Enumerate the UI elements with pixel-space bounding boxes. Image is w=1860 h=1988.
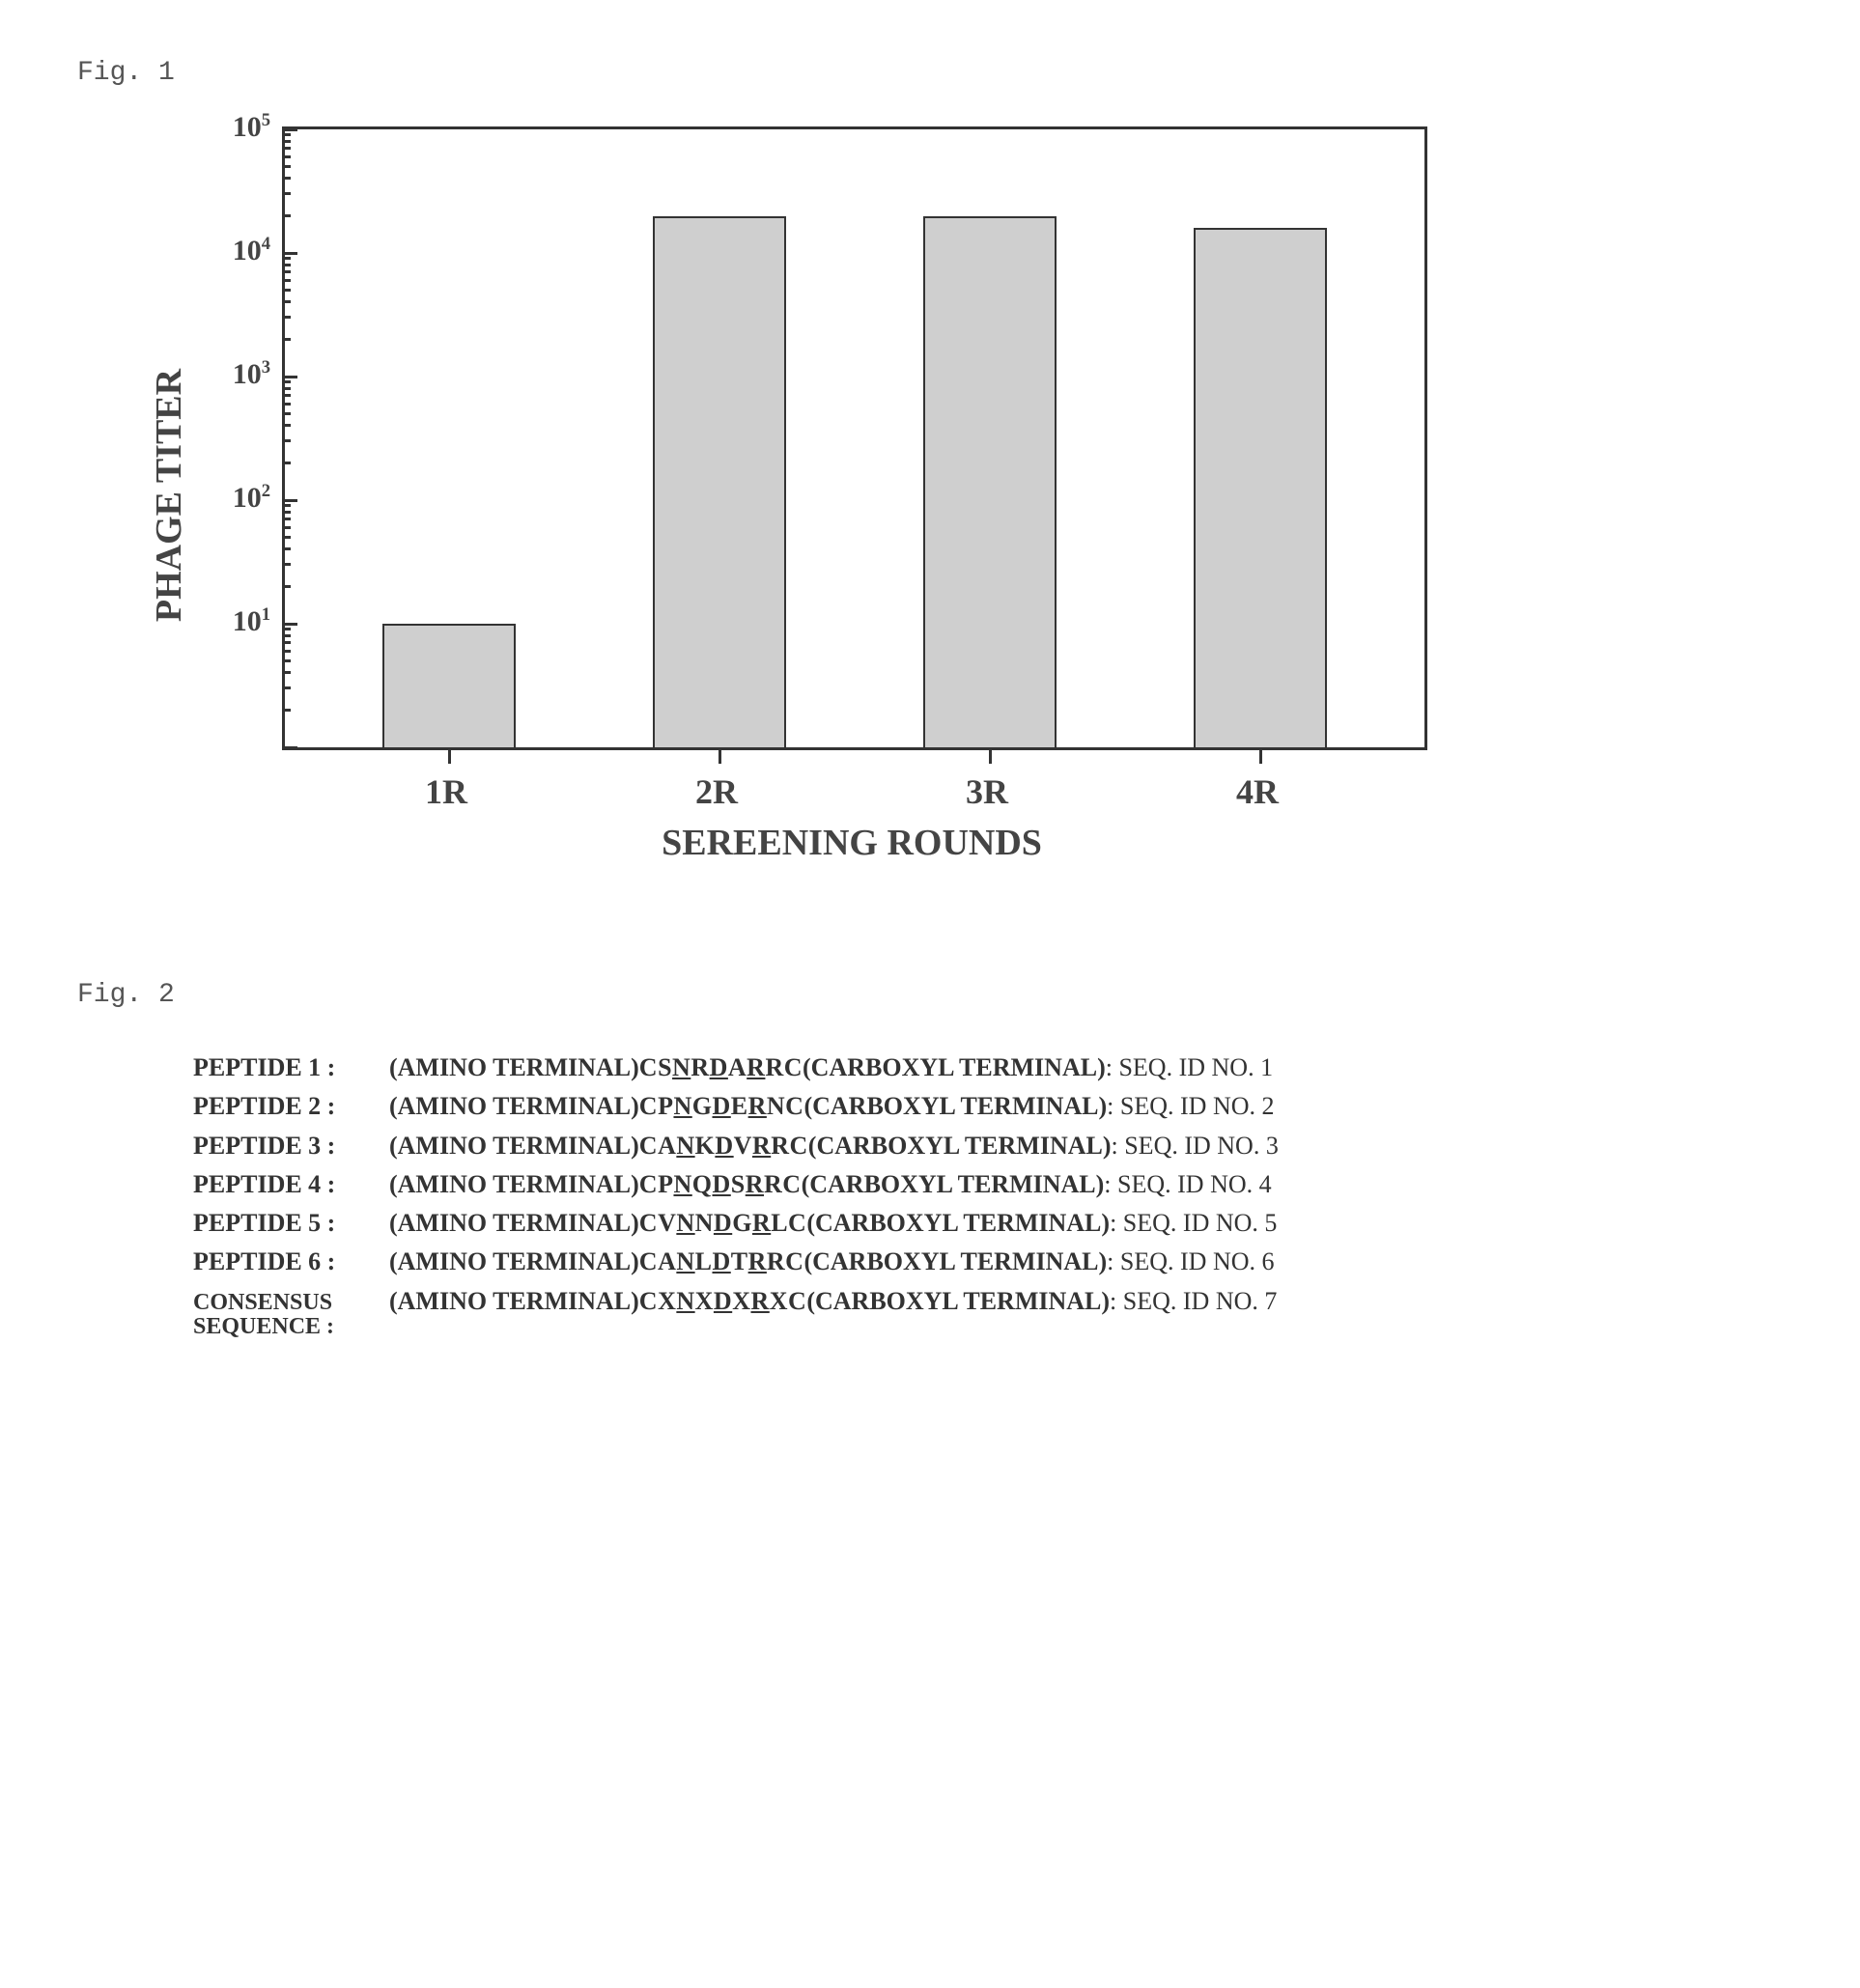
amino-terminal: (AMINO TERMINAL) xyxy=(389,1165,639,1204)
bars-container xyxy=(285,129,1424,747)
peptide-sequence: CPNGDERNC xyxy=(639,1087,804,1126)
amino-terminal: (AMINO TERMINAL) xyxy=(389,1049,639,1087)
fig1-label: Fig. 1 xyxy=(77,58,1783,88)
ylabel-container: PHAGE TITER xyxy=(135,126,203,864)
x-tick-label: 3R xyxy=(868,771,1106,812)
x-tick-labels: 1R 2R 3R 4R xyxy=(282,768,1422,812)
peptide-row: PEPTIDE 1 : (AMINO TERMINAL) CSNRDARRC (… xyxy=(193,1049,1783,1087)
y-tick-labels: 105104103102101 xyxy=(203,126,282,744)
peptide-row: CONSENSUSSEQUENCE : (AMINO TERMINAL) CXN… xyxy=(193,1282,1783,1339)
x-axis-label: SEREENING ROUNDS xyxy=(282,822,1422,864)
peptide-label: CONSENSUSSEQUENCE : xyxy=(193,1291,377,1339)
amino-terminal: (AMINO TERMINAL) xyxy=(389,1087,639,1126)
x-tick-label: 4R xyxy=(1139,771,1376,812)
peptide-row: PEPTIDE 6 : (AMINO TERMINAL) CANLDTRRC (… xyxy=(193,1243,1783,1281)
seq-id: : SEQ. ID NO. 3 xyxy=(1112,1127,1279,1165)
bar xyxy=(1194,228,1327,747)
seq-id: : SEQ. ID NO. 2 xyxy=(1107,1087,1274,1126)
y-tick-label: 103 xyxy=(233,359,270,389)
fig1-chart: PHAGE TITER 105104103102101 1R2R3R4R SER… xyxy=(135,126,1783,864)
peptide-sequence: CANKDVRRC xyxy=(639,1127,808,1165)
y-tick-label: 104 xyxy=(233,236,270,266)
bar-slot xyxy=(330,129,568,747)
peptide-row: PEPTIDE 4 : (AMINO TERMINAL) CPNQDSRRC (… xyxy=(193,1165,1783,1204)
bar xyxy=(382,624,516,747)
peptide-label: PEPTIDE 1 : xyxy=(193,1049,377,1087)
seq-id: : SEQ. ID NO. 1 xyxy=(1106,1049,1273,1087)
peptide-label: PEPTIDE 4 : xyxy=(193,1165,377,1204)
bar-slot xyxy=(601,129,838,747)
y-axis-label: PHAGE TITER xyxy=(148,369,190,622)
peptide-sequence: CANLDTRRC xyxy=(639,1243,804,1281)
carboxyl-terminal: (CARBOXYL TERMINAL) xyxy=(808,1127,1112,1165)
x-tick-label: 1R xyxy=(327,771,565,812)
x-tick-label: 2R xyxy=(598,771,835,812)
carboxyl-terminal: (CARBOXYL TERMINAL) xyxy=(806,1204,1110,1243)
bar xyxy=(653,216,786,747)
seq-id: : SEQ. ID NO. 4 xyxy=(1104,1165,1271,1204)
x-tick xyxy=(1259,750,1262,764)
carboxyl-terminal: (CARBOXYL TERMINAL) xyxy=(802,1165,1105,1204)
amino-terminal: (AMINO TERMINAL) xyxy=(389,1243,639,1281)
plot-column: 1R 2R 3R 4R SEREENING ROUNDS xyxy=(282,126,1427,864)
peptide-sequence: CVNNDGRLC xyxy=(639,1204,807,1243)
peptide-list: PEPTIDE 1 : (AMINO TERMINAL) CSNRDARRC (… xyxy=(193,1049,1783,1339)
peptide-row: PEPTIDE 5 : (AMINO TERMINAL) CVNNDGRLC (… xyxy=(193,1204,1783,1243)
y-tick-label: 101 xyxy=(233,606,270,636)
bar-slot xyxy=(871,129,1109,747)
seq-id: : SEQ. ID NO. 7 xyxy=(1110,1282,1277,1321)
amino-terminal: (AMINO TERMINAL) xyxy=(389,1127,639,1165)
y-tick-label: 105 xyxy=(233,112,270,142)
peptide-label: PEPTIDE 2 : xyxy=(193,1087,377,1126)
peptide-label: PEPTIDE 5 : xyxy=(193,1204,377,1243)
x-tick xyxy=(448,750,451,764)
bar xyxy=(923,216,1057,747)
peptide-label: PEPTIDE 3 : xyxy=(193,1127,377,1165)
carboxyl-terminal: (CARBOXYL TERMINAL) xyxy=(803,1243,1107,1281)
x-tick xyxy=(989,750,992,764)
peptide-row: PEPTIDE 2 : (AMINO TERMINAL) CPNGDERNC (… xyxy=(193,1087,1783,1126)
plot-area xyxy=(282,126,1427,750)
peptide-sequence: CSNRDARRC xyxy=(639,1049,803,1087)
peptide-sequence: CXNXDXRXC xyxy=(639,1282,807,1321)
amino-terminal: (AMINO TERMINAL) xyxy=(389,1204,639,1243)
x-ticks xyxy=(285,750,1424,768)
seq-id: : SEQ. ID NO. 6 xyxy=(1107,1243,1274,1281)
amino-terminal: (AMINO TERMINAL) xyxy=(389,1282,639,1321)
peptide-label: PEPTIDE 6 : xyxy=(193,1243,377,1281)
peptide-sequence: CPNQDSRRC xyxy=(639,1165,802,1204)
seq-id: : SEQ. ID NO. 5 xyxy=(1110,1204,1277,1243)
carboxyl-terminal: (CARBOXYL TERMINAL) xyxy=(806,1282,1110,1321)
carboxyl-terminal: (CARBOXYL TERMINAL) xyxy=(803,1087,1107,1126)
y-tick-label: 102 xyxy=(233,483,270,513)
bar-slot xyxy=(1141,129,1379,747)
x-tick xyxy=(719,750,721,764)
carboxyl-terminal: (CARBOXYL TERMINAL) xyxy=(803,1049,1106,1087)
fig2-label: Fig. 2 xyxy=(77,980,1783,1010)
peptide-row: PEPTIDE 3 : (AMINO TERMINAL) CANKDVRRC (… xyxy=(193,1127,1783,1165)
